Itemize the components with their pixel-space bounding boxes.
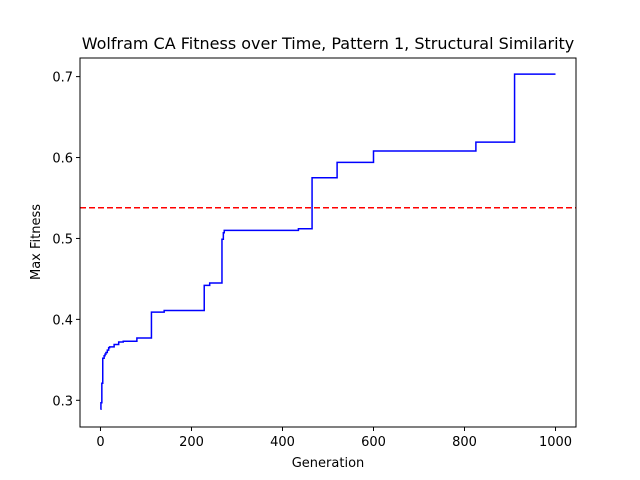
y-tick-label: 0.7 <box>52 71 73 86</box>
x-tick-label: 1000 <box>539 435 572 450</box>
plot-frame <box>79 57 577 428</box>
y-tick-label: 0.5 <box>52 232 73 247</box>
x-axis-label: Generation <box>292 456 365 471</box>
y-tick-label: 0.6 <box>52 152 73 167</box>
y-tick-label: 0.4 <box>52 313 73 328</box>
x-tick-label: 400 <box>270 435 295 450</box>
y-tick-label: 0.3 <box>52 394 73 409</box>
fitness-series-line <box>100 73 556 410</box>
y-axis-ticks: 0.3 0.4 0.5 0.6 0.7 <box>52 71 80 409</box>
x-tick-label: 0 <box>96 435 104 450</box>
plot-area <box>80 73 576 410</box>
y-axis-label: Max Fitness <box>29 204 44 280</box>
x-tick-label: 200 <box>179 435 204 450</box>
x-axis-ticks: 0 200 400 600 800 1000 <box>96 427 572 450</box>
x-tick-label: 800 <box>452 435 477 450</box>
chart-title: Wolfram CA Fitness over Time, Pattern 1,… <box>82 34 575 53</box>
x-tick-label: 600 <box>361 435 386 450</box>
